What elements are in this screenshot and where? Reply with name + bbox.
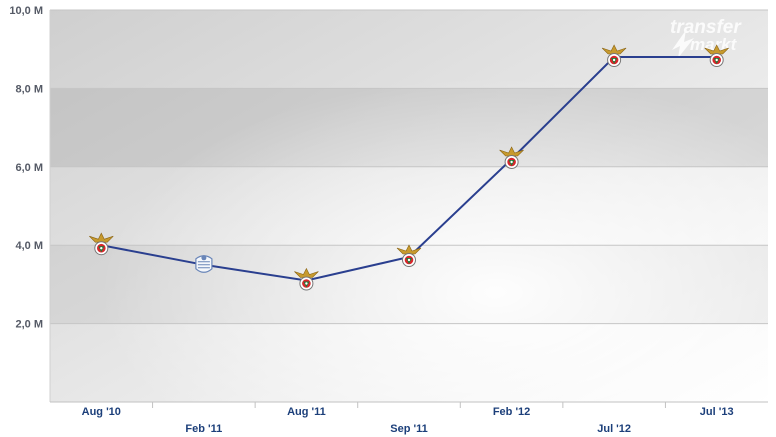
x-tick-label: Sep '11: [390, 423, 427, 435]
data-points: [89, 44, 729, 291]
x-tick-label: Feb '11: [185, 423, 222, 435]
y-tick-label: 4,0 M: [15, 240, 43, 252]
eagle-crest-icon[interactable]: [294, 267, 319, 291]
watermark-logo: transfer markt: [670, 17, 742, 58]
y-tick-label: 8,0 M: [15, 83, 43, 95]
x-tick-label: Aug '10: [82, 406, 121, 418]
plot-background: [50, 10, 768, 402]
watermark-swoosh: [672, 30, 694, 58]
x-tick-label: Aug '11: [287, 406, 326, 418]
watermark-line1: transfer: [670, 17, 742, 38]
y-tick-label: 6,0 M: [15, 162, 43, 174]
x-axis: Aug '10 Feb '11 Aug '11 Sep '11 Feb '12 Jul '…: [82, 402, 734, 435]
eagle-crest-icon[interactable]: [499, 146, 524, 169]
x-tick-label: Feb '12: [493, 406, 530, 418]
y-axis: 2,0 M 4,0 M 6,0 M 8,0 M 10,0 M: [9, 5, 43, 331]
eagle-crest-icon[interactable]: [396, 244, 422, 267]
y-tick-label: 10,0 M: [9, 5, 43, 17]
eagle-crest-icon[interactable]: [89, 232, 114, 256]
x-tick-label: Jul '12: [597, 423, 631, 435]
y-tick-label: 2,0 M: [15, 319, 43, 331]
eagle-crest-icon[interactable]: [704, 44, 729, 67]
bolton-crest-icon[interactable]: [195, 255, 213, 273]
x-tick-label: Jul '13: [700, 406, 734, 418]
eagle-crest-icon[interactable]: [601, 44, 627, 67]
gridlines: [49, 9, 768, 403]
